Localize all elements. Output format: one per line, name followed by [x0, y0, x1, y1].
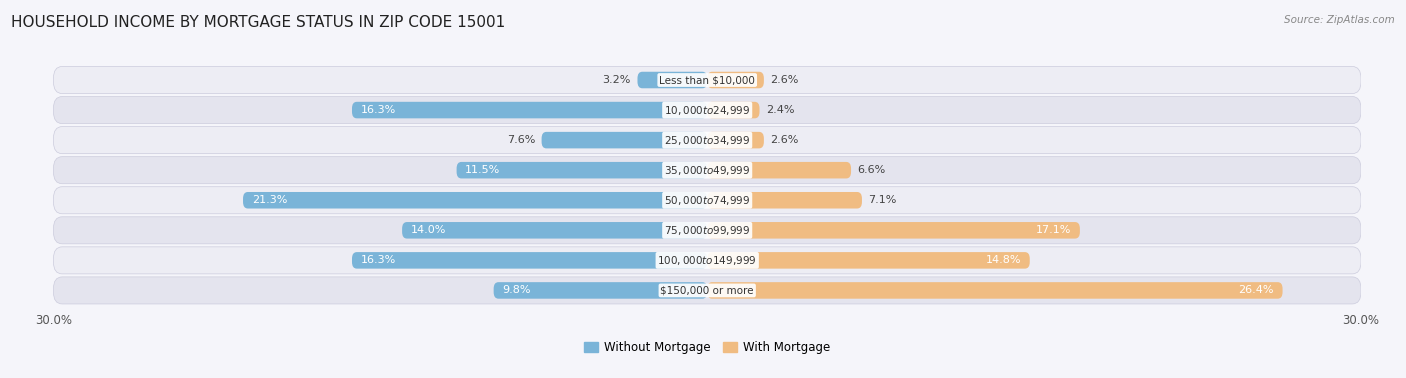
- Text: 16.3%: 16.3%: [361, 105, 396, 115]
- Text: $75,000 to $99,999: $75,000 to $99,999: [664, 224, 751, 237]
- Text: HOUSEHOLD INCOME BY MORTGAGE STATUS IN ZIP CODE 15001: HOUSEHOLD INCOME BY MORTGAGE STATUS IN Z…: [11, 15, 506, 30]
- Text: $150,000 or more: $150,000 or more: [661, 285, 754, 296]
- FancyBboxPatch shape: [53, 217, 1361, 244]
- Legend: Without Mortgage, With Mortgage: Without Mortgage, With Mortgage: [579, 336, 835, 359]
- FancyBboxPatch shape: [53, 277, 1361, 304]
- FancyBboxPatch shape: [707, 132, 763, 149]
- Text: Less than $10,000: Less than $10,000: [659, 75, 755, 85]
- FancyBboxPatch shape: [707, 102, 759, 118]
- Text: $50,000 to $74,999: $50,000 to $74,999: [664, 194, 751, 207]
- FancyBboxPatch shape: [457, 162, 707, 178]
- FancyBboxPatch shape: [53, 187, 1361, 214]
- FancyBboxPatch shape: [637, 72, 707, 88]
- Text: 7.6%: 7.6%: [506, 135, 536, 145]
- FancyBboxPatch shape: [707, 222, 1080, 239]
- FancyBboxPatch shape: [53, 247, 1361, 274]
- FancyBboxPatch shape: [352, 102, 707, 118]
- Text: 2.6%: 2.6%: [770, 135, 799, 145]
- Text: Source: ZipAtlas.com: Source: ZipAtlas.com: [1284, 15, 1395, 25]
- Text: 26.4%: 26.4%: [1239, 285, 1274, 296]
- Text: 7.1%: 7.1%: [869, 195, 897, 205]
- Text: 21.3%: 21.3%: [252, 195, 287, 205]
- FancyBboxPatch shape: [707, 192, 862, 209]
- FancyBboxPatch shape: [494, 282, 707, 299]
- FancyBboxPatch shape: [402, 222, 707, 239]
- Text: $25,000 to $34,999: $25,000 to $34,999: [664, 134, 751, 147]
- FancyBboxPatch shape: [707, 252, 1029, 269]
- Text: 14.0%: 14.0%: [411, 225, 446, 235]
- Text: 17.1%: 17.1%: [1036, 225, 1071, 235]
- Text: $35,000 to $49,999: $35,000 to $49,999: [664, 164, 751, 177]
- FancyBboxPatch shape: [53, 67, 1361, 93]
- FancyBboxPatch shape: [707, 282, 1282, 299]
- FancyBboxPatch shape: [352, 252, 707, 269]
- Text: 3.2%: 3.2%: [603, 75, 631, 85]
- FancyBboxPatch shape: [243, 192, 707, 209]
- Text: 11.5%: 11.5%: [465, 165, 501, 175]
- FancyBboxPatch shape: [541, 132, 707, 149]
- FancyBboxPatch shape: [53, 96, 1361, 124]
- Text: 2.6%: 2.6%: [770, 75, 799, 85]
- Text: $10,000 to $24,999: $10,000 to $24,999: [664, 104, 751, 116]
- Text: 14.8%: 14.8%: [986, 256, 1021, 265]
- FancyBboxPatch shape: [53, 127, 1361, 154]
- Text: 9.8%: 9.8%: [502, 285, 531, 296]
- FancyBboxPatch shape: [707, 72, 763, 88]
- FancyBboxPatch shape: [707, 162, 851, 178]
- FancyBboxPatch shape: [53, 156, 1361, 184]
- Text: $100,000 to $149,999: $100,000 to $149,999: [658, 254, 756, 267]
- Text: 6.6%: 6.6%: [858, 165, 886, 175]
- Text: 16.3%: 16.3%: [361, 256, 396, 265]
- Text: 2.4%: 2.4%: [766, 105, 794, 115]
